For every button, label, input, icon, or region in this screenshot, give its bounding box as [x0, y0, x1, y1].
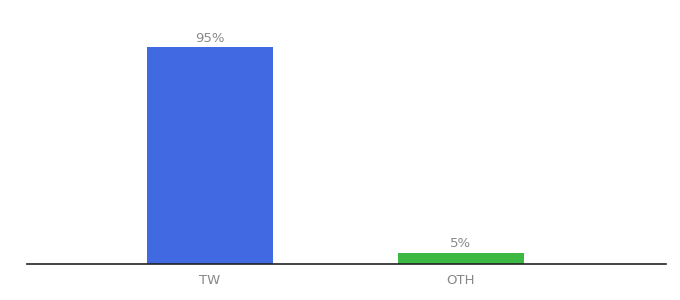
Text: 5%: 5% — [450, 237, 471, 250]
Bar — [147, 47, 273, 264]
Text: 95%: 95% — [195, 32, 224, 45]
Bar — [398, 253, 524, 264]
